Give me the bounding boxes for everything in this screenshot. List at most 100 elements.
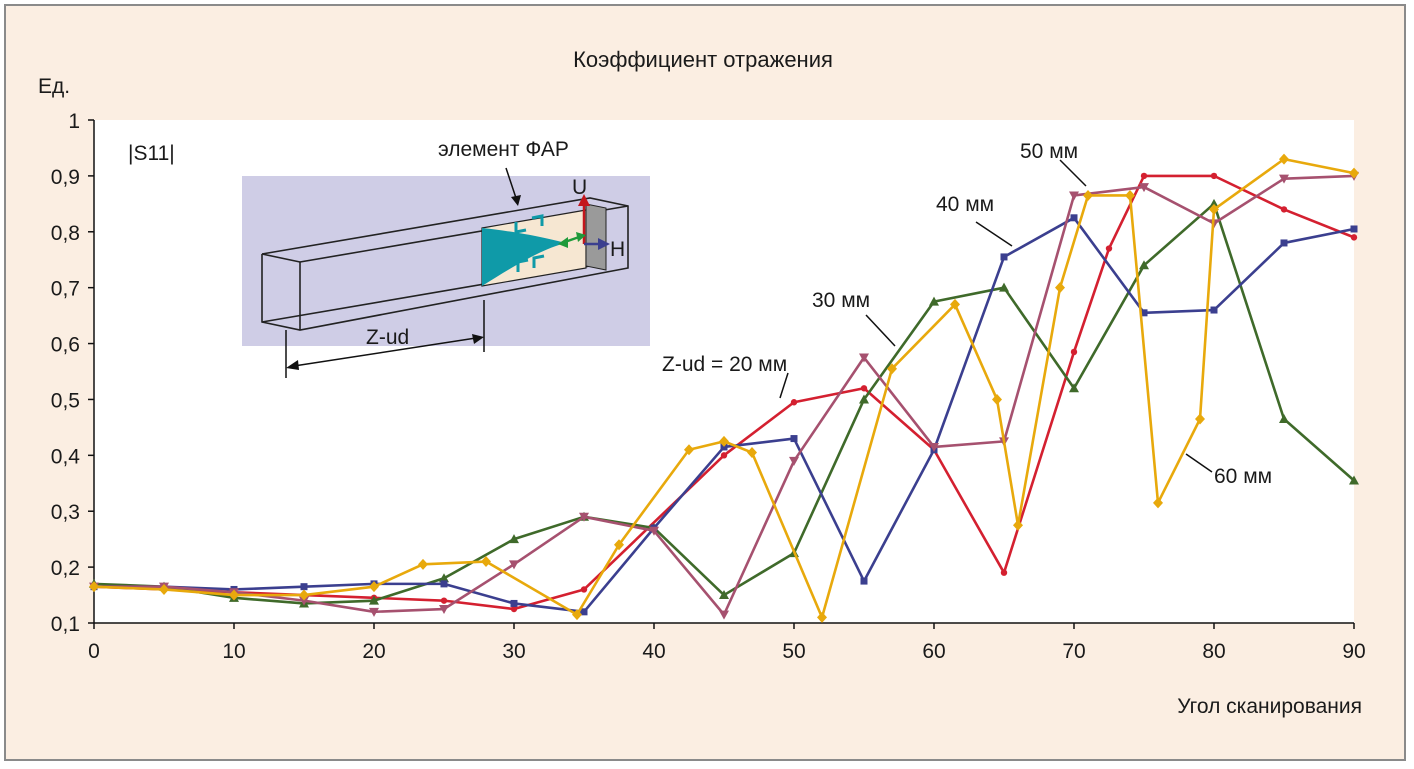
x-tick-label: 60 [922, 640, 945, 663]
data-point [929, 296, 939, 306]
data-point [1069, 191, 1079, 201]
data-point [159, 583, 169, 595]
data-point [720, 443, 728, 451]
data-point [1280, 206, 1288, 213]
data-point [509, 560, 519, 570]
waveguide-inset: U H элемент ФАР Z-ud [242, 138, 650, 378]
data-point [1069, 383, 1079, 393]
data-point [510, 599, 518, 607]
waveguide-edge-front-top [261, 253, 301, 263]
axes [93, 120, 1354, 624]
annotation-pointer-20 [779, 372, 789, 399]
data-point [369, 607, 379, 617]
data-point [860, 385, 868, 392]
data-point [440, 597, 448, 604]
y-tick-label: 0,7 [51, 278, 80, 301]
y-ticks: 0,1 0,2 0,3 0,4 0,5 0,6 0,7 0,8 0,9 1 [51, 110, 94, 636]
x-tick-label: 10 [222, 640, 245, 663]
y-tick-label: 0,9 [51, 166, 80, 189]
data-point [580, 608, 588, 616]
data-point [509, 534, 519, 544]
data-point [1210, 306, 1218, 314]
element-pointer [505, 167, 517, 199]
data-point [1000, 569, 1008, 576]
bracket-2 [531, 214, 544, 226]
data-point [817, 611, 827, 623]
y-tick-label: 0,3 [51, 501, 80, 524]
x-tick-label: 0 [88, 640, 100, 663]
u-arrow-head [578, 194, 590, 206]
data-point [929, 442, 939, 452]
data-point [1195, 413, 1205, 425]
data-point [229, 589, 239, 601]
data-point [1139, 183, 1149, 193]
data-point [1349, 167, 1359, 179]
data-point [719, 435, 729, 447]
x-axis-label: Угол сканирования [1177, 695, 1362, 718]
data-point [1153, 497, 1163, 509]
data-point [1105, 245, 1113, 252]
data-point [747, 447, 757, 459]
data-point [1279, 414, 1289, 424]
data-point [1070, 348, 1078, 356]
annotation-50mm: 50 мм [1020, 140, 1078, 163]
data-point [481, 556, 491, 568]
element-label: элемент ФАР [438, 138, 569, 161]
end-wall [585, 203, 607, 271]
data-point [859, 394, 869, 404]
data-point [999, 282, 1009, 292]
series-4 [89, 171, 1359, 620]
data-point [1209, 203, 1219, 215]
chart-title: Коэффициент отражения [573, 47, 833, 72]
x-tick-label: 90 [1342, 640, 1365, 663]
data-point [1140, 172, 1148, 180]
bracket-1 [514, 222, 527, 234]
data-point [510, 605, 518, 613]
x-tick-label: 80 [1202, 640, 1225, 663]
data-point [790, 399, 798, 406]
data-point [369, 595, 379, 605]
data-point [1349, 475, 1359, 485]
x-tick-label: 70 [1062, 640, 1085, 663]
y-tick-label: 0,2 [51, 557, 80, 580]
data-point [1000, 253, 1008, 261]
data-point [1279, 153, 1289, 165]
data-point [300, 583, 308, 591]
h-label: H [610, 238, 625, 261]
data-point [950, 298, 960, 310]
data-point [1350, 225, 1358, 233]
data-point [859, 353, 869, 363]
x-tick-label: 50 [782, 640, 805, 663]
data-point [1125, 189, 1135, 201]
data-point [299, 596, 309, 606]
y-tick-label: 0,4 [51, 445, 81, 468]
element-pointer-head [511, 195, 521, 206]
y-axis-label: Ед. [38, 75, 70, 98]
data-point [1350, 234, 1358, 241]
bracket-4 [532, 254, 545, 268]
data-point [369, 581, 379, 593]
data-point [1139, 260, 1149, 270]
data-point [1055, 282, 1065, 294]
x-tick-label: 40 [642, 640, 665, 663]
annotation-40mm: 40 мм [936, 193, 994, 216]
dim-line [293, 337, 477, 367]
series-5 [89, 153, 1359, 623]
data-point [887, 363, 897, 375]
e-arrow-head-left [558, 237, 568, 248]
y-tick-label: 0,8 [51, 222, 80, 245]
data-point [89, 581, 99, 593]
data-point [649, 526, 659, 536]
annotation-30mm: 30 мм [812, 289, 870, 312]
annotation-60mm: 60 мм [1214, 465, 1272, 488]
y-tick-label: 0,5 [51, 389, 80, 412]
annotation-pointer-50 [1059, 159, 1087, 187]
data-point [572, 609, 582, 621]
data-point [1013, 519, 1023, 531]
x-ticks: 0 10 20 30 40 50 60 70 80 90 [88, 623, 1366, 663]
data-point [299, 589, 309, 601]
series-layer [89, 153, 1359, 623]
data-point [719, 610, 729, 620]
y-tick-label: 0,6 [51, 334, 80, 357]
